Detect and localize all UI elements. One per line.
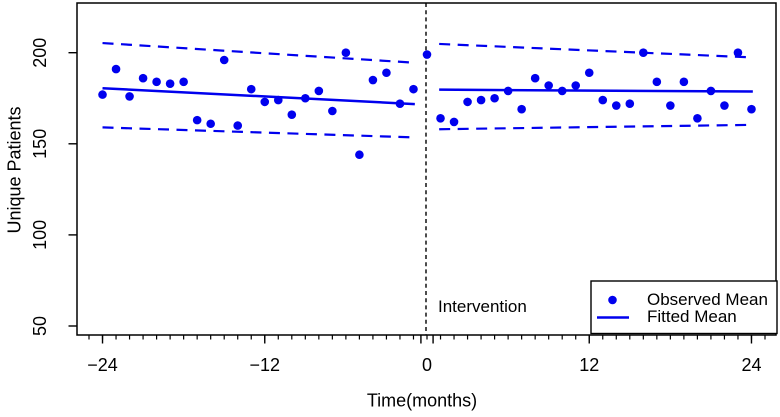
data-point — [557, 86, 567, 96]
data-point — [639, 48, 648, 57]
y-axis-tick-label: 200 — [30, 38, 50, 68]
data-point — [246, 84, 256, 94]
lower-band-line-pre — [102, 126, 415, 139]
data-point — [476, 95, 486, 105]
data-point — [152, 77, 161, 87]
x-axis-tick-label: 0 — [422, 355, 432, 375]
fitted-mean-line-post — [439, 88, 753, 93]
data-point — [206, 119, 215, 129]
y-axis-tick-label: 150 — [30, 129, 50, 159]
legend-label-observed-mean: Observed Mean — [647, 290, 768, 309]
y-axis-tick-label: 50 — [30, 316, 50, 336]
x-axis-tick-label: 12 — [579, 355, 599, 375]
data-point — [449, 117, 459, 127]
x-axis-tick-label: −24 — [87, 355, 118, 375]
data-point — [611, 101, 621, 110]
data-point — [287, 110, 297, 119]
data-point — [747, 104, 756, 114]
data-point — [679, 77, 689, 87]
data-point — [571, 81, 581, 90]
data-point — [179, 77, 188, 87]
data-point — [517, 104, 526, 114]
data-point — [503, 86, 513, 96]
data-point — [111, 64, 121, 74]
data-point — [368, 75, 378, 85]
data-point — [422, 50, 432, 59]
data-point — [260, 97, 270, 107]
x-axis-title: Time(months) — [366, 390, 478, 411]
data-point — [382, 68, 391, 78]
data-point — [436, 113, 445, 123]
data-point — [355, 150, 364, 160]
data-point — [98, 90, 107, 99]
data-point — [125, 92, 134, 101]
y-axis-title: Unique Patients — [4, 106, 25, 234]
data-point — [544, 81, 553, 90]
intervention-annotation: Intervention — [438, 297, 527, 316]
data-point — [706, 86, 716, 96]
data-point — [395, 99, 405, 109]
y-axis-tick-label: 100 — [30, 220, 50, 250]
legend-box — [590, 280, 778, 335]
data-point — [138, 73, 148, 83]
data-point — [328, 106, 337, 116]
data-point — [490, 93, 499, 103]
data-point — [165, 79, 175, 88]
data-point — [314, 86, 324, 96]
data-point — [409, 84, 418, 94]
data-point — [693, 113, 702, 123]
data-point — [341, 48, 351, 57]
data-point — [625, 99, 635, 109]
data-point — [584, 68, 594, 78]
data-point — [233, 121, 243, 130]
data-point — [463, 97, 472, 107]
data-point — [666, 101, 675, 110]
x-axis-tick-label: −12 — [249, 355, 280, 375]
x-axis-tick-label: 24 — [741, 355, 761, 375]
data-point — [530, 73, 540, 83]
legend-label-fitted-mean: Fitted Mean — [647, 307, 737, 326]
lower-band-line-post — [439, 123, 753, 131]
upper-band-line-pre — [102, 41, 415, 64]
legend-point-marker — [608, 295, 617, 305]
data-point — [219, 55, 229, 65]
data-point — [273, 95, 283, 105]
data-point — [733, 48, 743, 57]
data-point — [598, 95, 608, 105]
data-point — [192, 115, 202, 125]
data-point — [652, 77, 662, 87]
data-point — [301, 93, 310, 103]
fitted-mean-line-pre — [102, 86, 415, 106]
upper-band-line-post — [439, 42, 753, 59]
data-point — [720, 101, 729, 110]
